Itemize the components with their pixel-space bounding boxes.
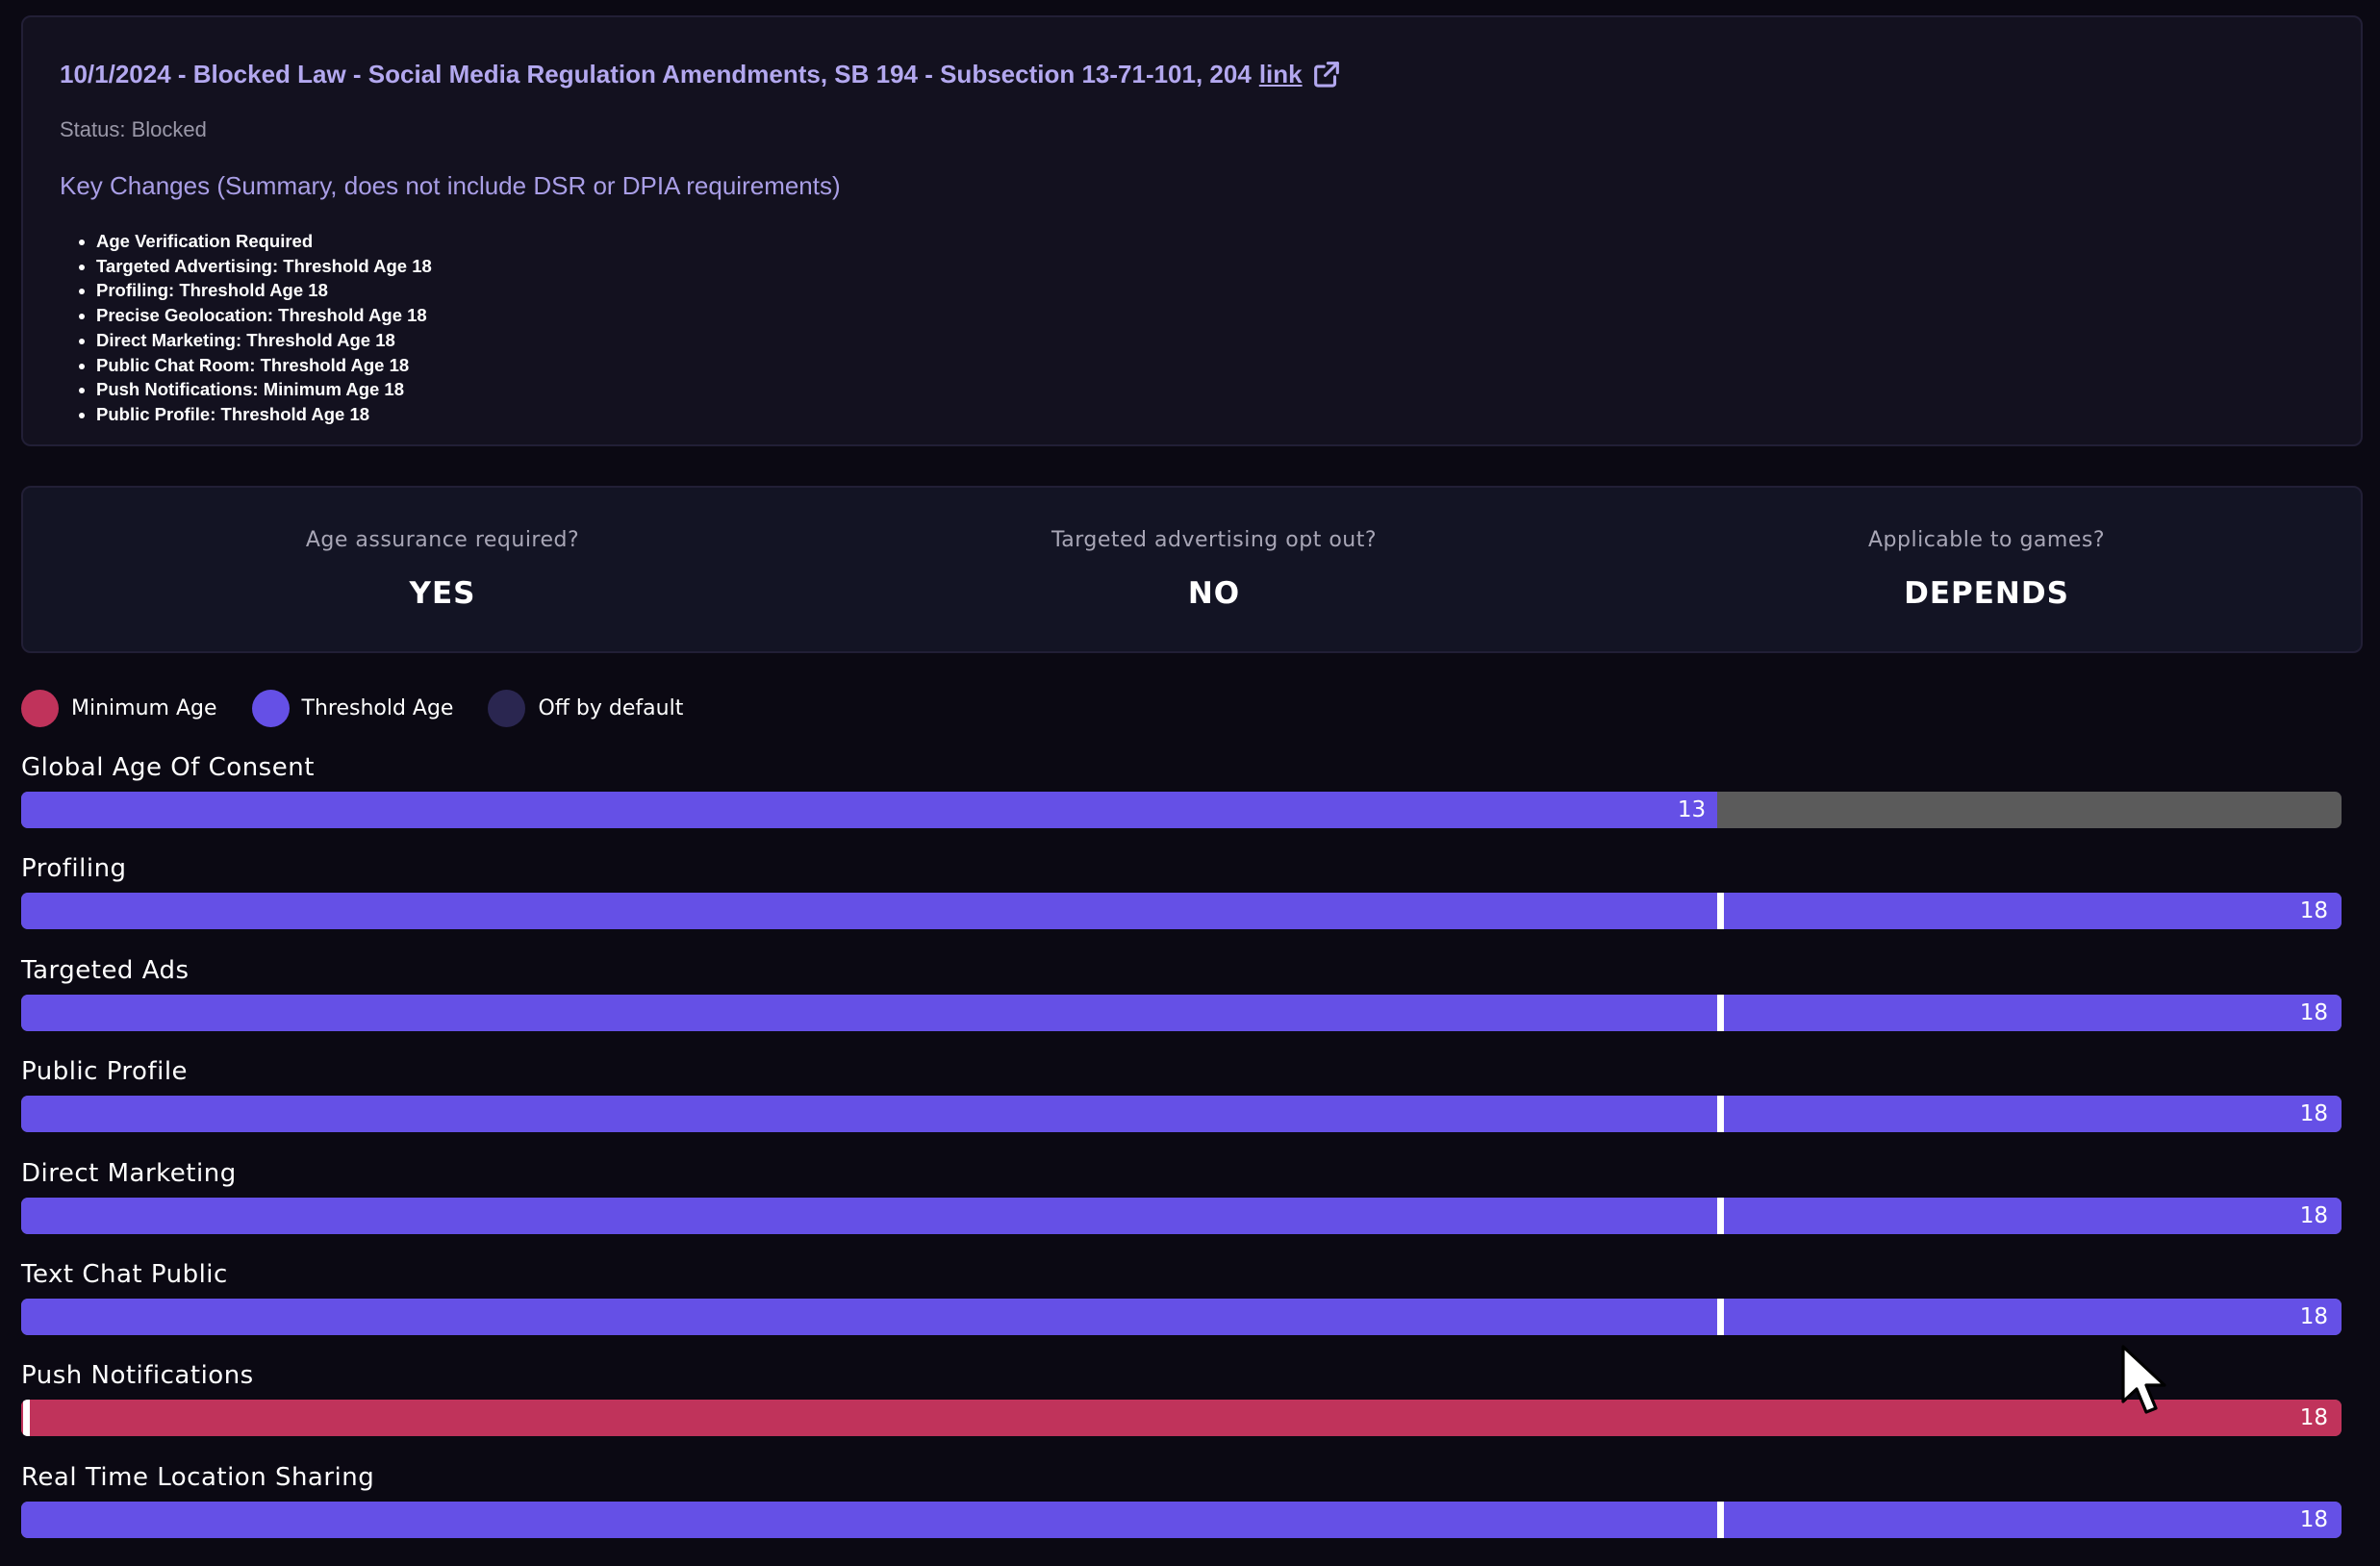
key-change-item: Direct Marketing: Threshold Age 18 <box>96 328 432 353</box>
summary-card: Age assurance required? YES Targeted adv… <box>21 486 2363 653</box>
external-link-icon[interactable] <box>1310 58 1343 90</box>
law-status: Status: Blocked <box>60 117 207 141</box>
age-bar-track <box>21 1400 2342 1437</box>
key-change-item: Profiling: Threshold Age 18 <box>96 278 432 303</box>
age-bar-label: Targeted Ads <box>21 955 190 985</box>
legend-dot-icon <box>251 689 290 727</box>
mouse-cursor-icon <box>2121 1345 2166 1414</box>
age-bar-label: Global Age Of Consent <box>21 753 315 782</box>
age-bar-fill <box>21 1298 2342 1335</box>
age-bar-fill <box>21 1400 2342 1437</box>
age-bar-label: Text Chat Public <box>21 1259 228 1289</box>
age-bar-fill <box>21 792 1718 828</box>
age-bar-row: Public Profile 18 <box>21 1057 2342 1158</box>
age-marker-handle[interactable] <box>1717 1197 1725 1234</box>
age-bar-track <box>21 1501 2342 1538</box>
age-bar-fill <box>21 1501 2342 1538</box>
legend-minimum-age: Minimum Age <box>21 689 217 727</box>
age-bar-label: Real Time Location Sharing <box>21 1462 375 1492</box>
age-bar-value: 18 <box>2299 1202 2328 1228</box>
law-title-text: 10/1/2024 - Blocked Law - Social Media R… <box>60 59 1252 88</box>
legend-dot-icon <box>488 689 526 727</box>
age-bar-value: 18 <box>2299 898 2328 924</box>
age-bar-row: Real Time Location Sharing 18 <box>21 1463 2342 1564</box>
summary-question: Applicable to games? <box>1867 528 2106 552</box>
age-bar-value: 13 <box>1677 797 1707 822</box>
summary-answer: YES <box>409 576 476 611</box>
age-bar-fill <box>21 1096 2342 1133</box>
legend-dot-icon <box>21 689 59 727</box>
age-bar-value: 18 <box>2299 1506 2328 1532</box>
legend-label: Minimum Age <box>71 695 217 720</box>
age-bar-fill <box>21 1197 2342 1234</box>
key-change-item: Push Notifications: Minimum Age 18 <box>96 377 432 402</box>
legend: Minimum Age Threshold Age Off by default <box>21 689 718 727</box>
legend-label: Threshold Age <box>301 695 454 720</box>
age-bar-track <box>21 994 2342 1031</box>
legend-label: Off by default <box>538 695 684 720</box>
age-bar-track <box>21 1096 2342 1133</box>
key-change-item: Age Verification Required <box>96 229 432 254</box>
age-bar-label: Push Notifications <box>21 1361 254 1391</box>
age-marker-handle[interactable] <box>1717 893 1725 930</box>
key-changes-list: Age Verification RequiredTargeted Advert… <box>60 229 432 427</box>
age-bar-value: 18 <box>2299 1101 2328 1127</box>
age-marker-handle[interactable] <box>1717 994 1725 1031</box>
summary-answer: NO <box>1187 576 1241 611</box>
age-bar-label: Public Profile <box>21 1057 189 1087</box>
age-marker-handle[interactable] <box>23 1400 31 1437</box>
law-link[interactable]: link <box>1258 59 1303 88</box>
summary-question: Age assurance required? <box>305 528 580 552</box>
age-bar-row: Push Notifications 18 <box>21 1361 2342 1462</box>
summary-answer: DEPENDS <box>1904 576 2069 611</box>
summary-question: Targeted advertising opt out? <box>1051 528 1378 552</box>
law-title: 10/1/2024 - Blocked Law - Social Media R… <box>60 58 1343 90</box>
age-bar-row: Targeted Ads 18 <box>21 956 2342 1057</box>
key-changes-heading: Key Changes (Summary, does not include D… <box>60 171 841 200</box>
legend-off-by-default: Off by default <box>488 689 684 727</box>
age-bar-row: Direct Marketing 18 <box>21 1159 2342 1260</box>
age-marker-handle[interactable] <box>1717 1096 1725 1133</box>
age-bar-fill <box>21 994 2342 1031</box>
age-bar-value: 18 <box>2299 1405 2328 1431</box>
age-bar-label: Direct Marketing <box>21 1158 237 1188</box>
age-bar-value: 18 <box>2299 1303 2328 1329</box>
age-bar-fill <box>21 893 2342 930</box>
key-change-item: Public Profile: Threshold Age 18 <box>96 402 432 427</box>
age-marker-handle[interactable] <box>1717 1298 1725 1335</box>
key-change-item: Precise Geolocation: Threshold Age 18 <box>96 303 432 328</box>
key-change-item: Targeted Advertising: Threshold Age 18 <box>96 254 432 279</box>
age-bar-track <box>21 792 2342 828</box>
legend-threshold-age: Threshold Age <box>251 689 454 727</box>
age-bar-row: Profiling 18 <box>21 854 2342 955</box>
age-bars: Global Age Of Consent 13 Profiling 18 Target… <box>21 753 2342 1564</box>
age-bar-label: Profiling <box>21 854 127 884</box>
law-card: 10/1/2024 - Blocked Law - Social Media R… <box>21 15 2363 446</box>
age-marker-handle[interactable] <box>1717 1501 1725 1538</box>
age-bar-row: Text Chat Public 18 <box>21 1260 2342 1361</box>
age-bar-track <box>21 1298 2342 1335</box>
age-bar-track <box>21 1197 2342 1234</box>
age-bar-track <box>21 893 2342 930</box>
key-change-item: Public Chat Room: Threshold Age 18 <box>96 353 432 378</box>
age-bar-row: Global Age Of Consent 13 <box>21 753 2342 854</box>
age-bar-value: 18 <box>2299 999 2328 1025</box>
